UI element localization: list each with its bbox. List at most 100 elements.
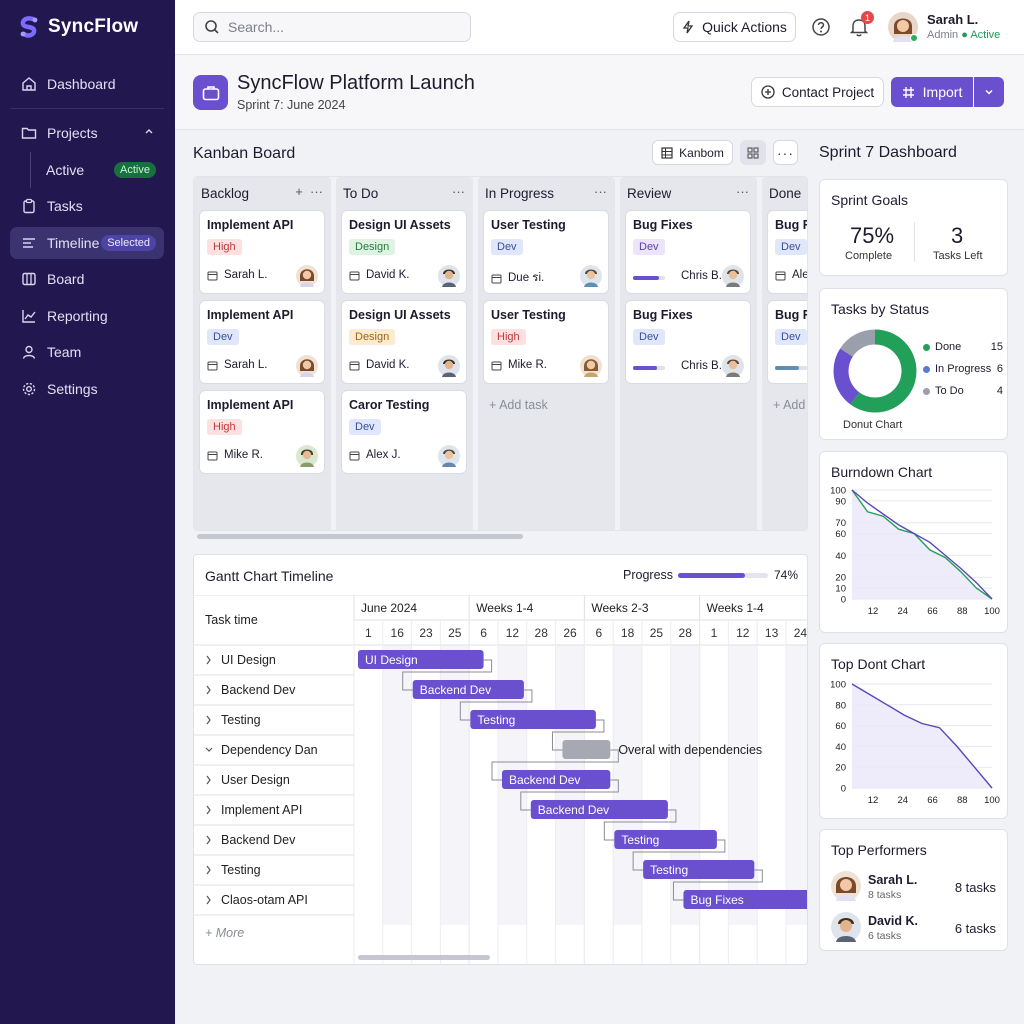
contact-project-button[interactable]: Contact Project	[751, 77, 884, 107]
legend-item-in-progress: In Progress 6	[923, 363, 1003, 375]
kanban-card[interactable]: Bug Fixes Dev Chris B.	[625, 300, 751, 384]
type-tag: Dev	[491, 239, 523, 255]
horizontal-scrollbar[interactable]	[197, 534, 523, 539]
card-footer: Sarah L.	[207, 359, 267, 371]
chevron-icon[interactable]	[206, 835, 211, 845]
gantt-task-label: Implement API	[221, 803, 302, 817]
gantt-bar[interactable]	[470, 710, 596, 729]
avatar	[438, 355, 460, 377]
gantt-bar[interactable]	[614, 830, 717, 849]
sidebar-item-reporting[interactable]: Reporting	[10, 300, 164, 332]
chart-series-line	[851, 489, 993, 600]
gantt-bar[interactable]	[502, 770, 611, 789]
card-title: Bug Fixes	[633, 308, 693, 322]
grid-view-button[interactable]	[740, 140, 766, 165]
kanban-card[interactable]: Bug Fi Dev	[767, 300, 807, 384]
kanban-card[interactable]: Design UI Assets Design David K.	[341, 210, 467, 294]
gantt-bar[interactable]	[562, 740, 611, 759]
bell-icon[interactable]	[850, 17, 868, 37]
sidebar-item-label: Board	[47, 271, 85, 287]
user-name: Sarah L.	[927, 12, 979, 27]
chart-line-icon	[20, 307, 38, 325]
help-icon[interactable]	[811, 17, 831, 37]
kanban-card[interactable]: Bug Fi Dev Ale	[767, 210, 808, 294]
sidebar-item-active[interactable]: Active Active	[10, 154, 164, 186]
chevron-icon[interactable]	[206, 865, 211, 875]
chevron-icon[interactable]	[206, 715, 211, 725]
gantt-day-label: 25	[650, 626, 664, 640]
top-bar: Search... Quick Actions 1 Sarah L. Admin…	[175, 0, 1024, 55]
sidebar-item-tasks[interactable]: Tasks	[10, 190, 164, 222]
dependency-connector	[459, 689, 533, 721]
kanban-column-todo: To Do ··· Design UI Assets Design David …	[336, 177, 473, 530]
chart-y-tick: 70	[835, 518, 846, 529]
kanban-card[interactable]: User Testing Dev Due รi.	[483, 210, 609, 294]
chevron-icon[interactable]	[206, 775, 211, 785]
sidebar-item-label: Team	[47, 344, 82, 360]
app-logo[interactable]: SyncFlow	[18, 15, 138, 39]
calendar-icon	[349, 450, 360, 461]
card-title: Burndown Chart	[831, 464, 933, 480]
search-input[interactable]: Search...	[193, 12, 471, 42]
kanban-card[interactable]: Implement API Dev Sarah L.	[199, 300, 325, 384]
kanban-card[interactable]: Implement API High Sarah L.	[199, 210, 325, 294]
column-actions[interactable]: ···	[594, 184, 607, 199]
import-button[interactable]: Import	[891, 77, 973, 107]
chart-y-tick: 0	[841, 595, 846, 606]
more-options-button[interactable]: ···	[773, 140, 798, 165]
kanban-card[interactable]: Design UI Assets Design David K.	[341, 300, 467, 384]
gantt-bar[interactable]	[530, 800, 668, 819]
gantt-task-label: User Design	[221, 773, 290, 787]
chevron-icon[interactable]	[205, 747, 213, 752]
search-icon	[204, 19, 220, 35]
sidebar-item-settings[interactable]: Settings	[10, 373, 164, 405]
quick-actions-button[interactable]: Quick Actions	[673, 12, 796, 42]
chevron-icon[interactable]	[206, 805, 211, 815]
folder-icon	[20, 124, 38, 142]
chevron-icon[interactable]	[206, 895, 211, 905]
chevron-icon[interactable]	[206, 685, 211, 695]
sidebar-item-dashboard[interactable]: Dashboard	[10, 68, 164, 100]
sprint-dashboard-panel: Sprint 7 Dashboard Sprint Goals 75% Comp…	[808, 130, 1024, 1024]
app-name: SyncFlow	[48, 16, 139, 37]
more-tasks-link[interactable]: + More	[205, 926, 244, 940]
sidebar-item-team[interactable]: Team	[10, 336, 164, 368]
gantt-bar[interactable]	[412, 680, 524, 699]
gantt-bar[interactable]	[683, 890, 808, 909]
gantt-day-label: 12	[506, 626, 520, 640]
add-task-button[interactable]: + Add task	[489, 398, 548, 412]
kanban-card[interactable]: Caror Testing Dev Alex J.	[341, 390, 467, 474]
column-actions[interactable]: ···	[452, 184, 465, 199]
import-dropdown-button[interactable]	[974, 77, 1004, 107]
type-tag: Dev	[633, 329, 665, 345]
gantt-column-shade	[382, 645, 412, 925]
chart-area-fill	[852, 490, 992, 599]
gear-icon	[20, 380, 38, 398]
column-title: Done	[769, 186, 802, 201]
sidebar-item-timeline[interactable]: Timeline Selected	[10, 227, 164, 259]
type-tag: Dev	[207, 329, 239, 345]
calendar-icon	[349, 270, 360, 281]
gantt-scrollbar[interactable]	[358, 955, 490, 960]
project-header: SyncFlow Platform Launch Sprint 7: June …	[175, 55, 1024, 130]
assignee-name: Ale	[792, 269, 808, 281]
plus-circle-icon	[761, 85, 775, 99]
kanban-card[interactable]: Bug Fixes Dev Chris B.	[625, 210, 751, 294]
sidebar-item-projects[interactable]: Projects	[10, 117, 164, 149]
kanban-card[interactable]: User Testing High Mike R.	[483, 300, 609, 384]
view-switch-button[interactable]: Kanbom	[652, 140, 733, 165]
chart-x-tick: 100	[984, 606, 1000, 617]
add-task-button[interactable]: + Add	[773, 398, 806, 412]
gantt-bar[interactable]	[358, 650, 484, 669]
gantt-bar[interactable]	[643, 860, 755, 879]
sidebar-item-board[interactable]: Board	[10, 263, 164, 295]
kanban-card[interactable]: Implement API High Mike R.	[199, 390, 325, 474]
chevron-icon[interactable]	[206, 655, 211, 665]
calendar-icon	[349, 360, 360, 371]
column-actions[interactable]: + ···	[295, 184, 323, 199]
column-actions[interactable]: ···	[736, 184, 749, 199]
column-title: Review	[627, 186, 672, 201]
gantt-column-shade	[613, 645, 642, 925]
quick-actions-label: Quick Actions	[702, 19, 787, 35]
column-title: To Do	[343, 186, 379, 201]
